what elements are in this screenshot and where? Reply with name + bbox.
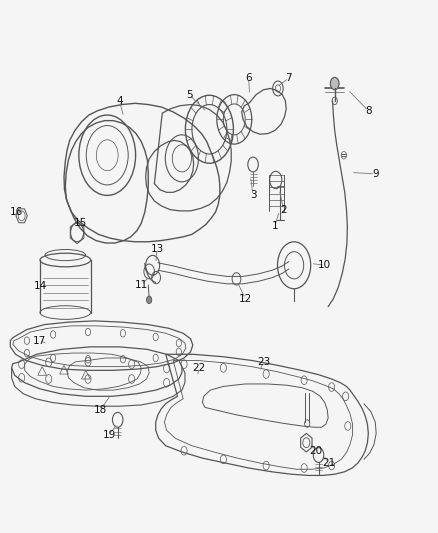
Text: 9: 9 — [372, 169, 378, 179]
Text: 21: 21 — [322, 458, 336, 468]
Text: 2: 2 — [280, 205, 287, 215]
Circle shape — [330, 77, 339, 90]
Text: 13: 13 — [150, 244, 164, 254]
Text: 23: 23 — [257, 357, 270, 367]
Text: 17: 17 — [32, 336, 46, 346]
Text: 7: 7 — [286, 73, 292, 83]
Text: 4: 4 — [116, 96, 123, 106]
Text: 16: 16 — [9, 207, 23, 217]
Text: 14: 14 — [34, 281, 47, 291]
Text: 19: 19 — [102, 430, 116, 440]
Text: 10: 10 — [318, 260, 331, 270]
Text: 22: 22 — [193, 364, 206, 374]
Text: 12: 12 — [239, 294, 252, 304]
Text: 18: 18 — [94, 405, 107, 415]
Circle shape — [147, 296, 152, 304]
Text: 5: 5 — [186, 90, 193, 100]
Text: 6: 6 — [245, 73, 252, 83]
Text: 20: 20 — [309, 446, 322, 456]
Text: 11: 11 — [134, 280, 148, 290]
Text: 3: 3 — [250, 190, 256, 200]
Text: 1: 1 — [272, 221, 278, 231]
Text: 15: 15 — [74, 218, 87, 228]
Text: 8: 8 — [365, 106, 371, 116]
